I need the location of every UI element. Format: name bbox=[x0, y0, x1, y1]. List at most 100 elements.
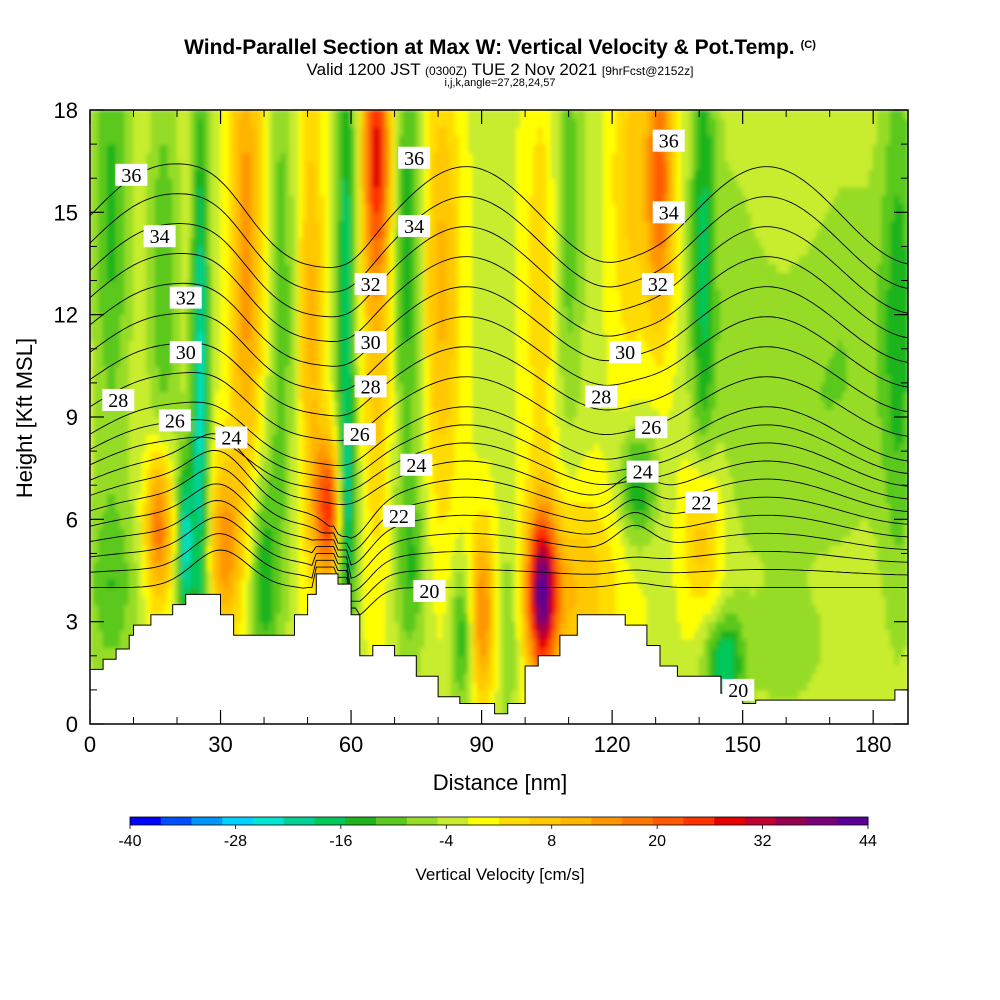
colorbar-swatch bbox=[376, 817, 408, 825]
isentrope-line bbox=[90, 500, 908, 579]
y-tick-label: 6 bbox=[66, 507, 78, 532]
forecast-info: [9hrFcst@2152z] bbox=[601, 64, 694, 78]
chart-subtitle: Valid 1200 JST (0300Z) TUE 2 Nov 2021 [9… bbox=[0, 60, 1000, 80]
colorbar-tick-label: -16 bbox=[329, 833, 352, 850]
colorbar-label: Vertical Velocity [cm/s] bbox=[415, 865, 584, 884]
isentrope-label: 20 bbox=[413, 579, 446, 603]
isentrope-line bbox=[90, 372, 908, 442]
chart-title: Wind-Parallel Section at Max W: Vertical… bbox=[184, 36, 816, 59]
colorbar: -40 -28 -16 -4 8 20 32 44 bbox=[118, 816, 877, 850]
copyright-mark: (C) bbox=[800, 39, 816, 51]
isentrope-line bbox=[90, 450, 908, 539]
colorbar-swatch bbox=[314, 817, 346, 825]
colorbar-swatch bbox=[745, 817, 777, 825]
isentrope-label: 34 bbox=[398, 214, 431, 238]
isentrope-line bbox=[90, 223, 908, 318]
colorbar-tick-label: -28 bbox=[224, 833, 247, 850]
isentrope-line bbox=[90, 282, 908, 367]
x-tick-label: 120 bbox=[594, 732, 631, 757]
isentrope-line bbox=[90, 466, 908, 553]
colorbar-swatch bbox=[191, 817, 223, 825]
isentrope-label: 32 bbox=[169, 286, 202, 310]
colorbar-swatch bbox=[837, 817, 869, 825]
isentrope-label: 32 bbox=[354, 272, 387, 296]
isentrope-line bbox=[90, 483, 908, 566]
isentrope-line bbox=[90, 253, 908, 342]
isentrope-label: 24 bbox=[626, 460, 659, 484]
colorbar-swatch bbox=[529, 817, 561, 825]
x-tick-label: 30 bbox=[208, 732, 232, 757]
isentrope-label: 28 bbox=[354, 375, 387, 398]
isentrope-label: 30 bbox=[354, 330, 387, 354]
isentrope-label: 36 bbox=[652, 129, 685, 153]
isentrope-label: 34 bbox=[143, 225, 176, 248]
x-tick-label: 90 bbox=[469, 732, 493, 757]
y-tick-label: 3 bbox=[66, 610, 78, 635]
isentrope-label: 22 bbox=[685, 491, 718, 514]
isentrope-line bbox=[90, 342, 908, 417]
x-axis-label: Distance [nm] bbox=[433, 770, 568, 795]
colorbar-swatch bbox=[775, 817, 807, 825]
colorbar-swatch bbox=[160, 817, 192, 825]
isentrope-label: 34 bbox=[652, 201, 685, 224]
colorbar-swatch bbox=[130, 817, 162, 825]
colorbar-swatch bbox=[806, 817, 838, 825]
y-tick-label: 0 bbox=[66, 712, 78, 737]
isentrope-label: 26 bbox=[343, 423, 376, 446]
isentrope-label: 26 bbox=[158, 409, 191, 432]
isentrope-label: 22 bbox=[382, 504, 415, 528]
colorbar-tick-label: 32 bbox=[754, 833, 772, 850]
colorbar-tick-label: 44 bbox=[859, 833, 877, 850]
isentrope-label: 32 bbox=[641, 272, 674, 296]
colorbar-swatch bbox=[222, 817, 254, 825]
isentrope-line bbox=[90, 312, 908, 392]
x-tick-label: 60 bbox=[339, 732, 363, 757]
valid-date: TUE 2 Nov 2021 bbox=[471, 60, 598, 79]
valid-time: Valid 1200 JST bbox=[306, 60, 421, 79]
valid-utc: (0300Z) bbox=[425, 64, 468, 78]
x-tick-label: 150 bbox=[724, 732, 761, 757]
isentrope-line bbox=[90, 193, 908, 293]
isentrope-line bbox=[90, 163, 908, 268]
grid-indices: i,j,k,angle=27,28,24,57 bbox=[444, 77, 556, 89]
isentrope-label: 28 bbox=[585, 385, 618, 409]
colorbar-swatch bbox=[591, 817, 623, 825]
y-tick-label: 12 bbox=[54, 303, 78, 328]
x-tick-label: 180 bbox=[855, 732, 892, 757]
colorbar-swatch bbox=[652, 817, 684, 825]
isentrope-line bbox=[90, 549, 908, 616]
isentrope-label: 36 bbox=[398, 146, 431, 170]
colorbar-tick-label: 20 bbox=[648, 833, 666, 850]
isentrope-label: 24 bbox=[400, 453, 433, 477]
colorbar-swatch bbox=[683, 817, 715, 825]
colorbar-swatch bbox=[622, 817, 654, 825]
terrain bbox=[89, 573, 909, 725]
colorbar-swatch bbox=[406, 817, 438, 825]
isentrope-label: 30 bbox=[169, 341, 202, 364]
colorbar-tick-label: -40 bbox=[118, 833, 141, 850]
colorbar-swatch bbox=[253, 817, 285, 825]
isentrope-line bbox=[90, 516, 908, 593]
isentrope-line bbox=[90, 533, 908, 602]
colorbar-swatch bbox=[560, 817, 592, 825]
isentrope-label: 28 bbox=[102, 388, 135, 412]
y-tick-label: 15 bbox=[54, 200, 78, 225]
y-tick-label: 18 bbox=[54, 98, 78, 123]
colorbar-tick-label: 8 bbox=[547, 833, 556, 850]
y-tick-label: 9 bbox=[66, 405, 78, 430]
isentrope-label: 20 bbox=[722, 678, 755, 702]
colorbar-swatch bbox=[345, 817, 377, 825]
colorbar-swatch bbox=[468, 817, 500, 825]
isentrope-label: 26 bbox=[635, 416, 668, 439]
colorbar-tick-label: -4 bbox=[439, 833, 453, 850]
isentrope-label: 36 bbox=[115, 163, 148, 187]
x-tick-label: 0 bbox=[84, 732, 96, 757]
isentrope-label: 30 bbox=[609, 341, 642, 364]
isentrope-line bbox=[90, 401, 908, 467]
y-axis-label: Height [Kft MSL] bbox=[12, 338, 37, 498]
colorbar-swatch bbox=[437, 817, 469, 825]
colorbar-swatch bbox=[499, 817, 531, 825]
colorbar-swatch bbox=[283, 817, 315, 825]
